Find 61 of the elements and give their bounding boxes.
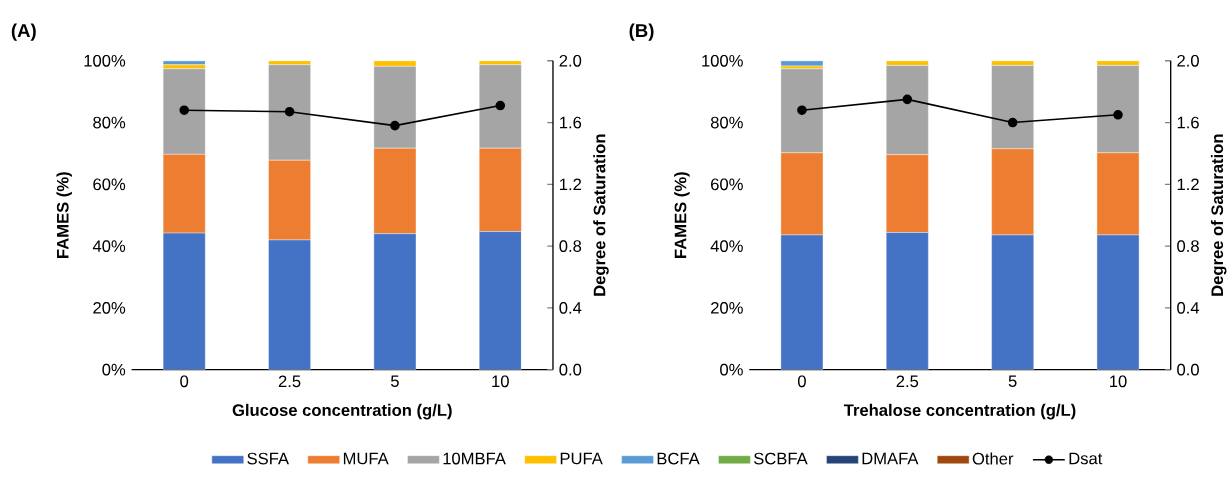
y-tick-label: 0% — [720, 363, 743, 376]
y-tick-label: 20% — [711, 301, 743, 314]
x-axis-title: Glucose concentration (g/L) — [232, 403, 452, 420]
legend-label: BCFA — [657, 452, 700, 465]
y-tick-label: 100% — [84, 54, 126, 67]
bar — [268, 239, 311, 370]
point — [390, 120, 400, 131]
x-tick-label: 10 — [492, 375, 509, 388]
point — [902, 94, 913, 105]
x-tick-label: 10 — [1110, 375, 1127, 388]
x-tick-label: 2.5 — [896, 375, 919, 388]
y-tick-label: 100% — [702, 54, 743, 67]
x-tick-label: 5 — [1008, 375, 1017, 387]
y-tick-label: 20% — [93, 301, 126, 314]
x-tick-label: 0 — [797, 375, 806, 388]
y2-tick-label: 2.0 — [1177, 54, 1199, 67]
x-tick-label: 2.5 — [278, 375, 301, 388]
y2-tick-label: 0.4 — [559, 301, 582, 314]
y-axis-title: FAMES (%) — [674, 172, 690, 258]
y2-tick-label: 2.0 — [559, 54, 582, 67]
legend-label: 10MBFA — [443, 452, 506, 465]
point — [495, 100, 506, 111]
y2-axis-title: Degree of Saturation — [1210, 134, 1227, 296]
bar — [162, 232, 206, 370]
x-tick-label: 0 — [180, 375, 189, 388]
bar — [373, 233, 417, 370]
y-tick-label: 40% — [92, 240, 126, 252]
point — [797, 105, 807, 115]
y2-tick-label: 0.8 — [1177, 240, 1199, 252]
x-tick-label: 5 — [390, 375, 399, 387]
point — [284, 106, 295, 117]
point — [1007, 117, 1018, 128]
y-tick-label: 60% — [93, 178, 126, 191]
y-tick-label: 40% — [710, 240, 743, 252]
legend-label: MUFA — [343, 452, 389, 465]
y2-tick-label: 1.2 — [560, 178, 582, 191]
chart-title: (A) — [11, 23, 36, 41]
legend-label: DMAFA — [862, 452, 919, 465]
y2-tick-label: 1.6 — [1177, 116, 1199, 129]
legend-label: Other — [972, 452, 1014, 465]
point — [179, 105, 189, 115]
point — [1113, 109, 1123, 120]
y2-axis-title: Degree of Saturation — [593, 134, 609, 296]
x-axis-title: Trehalose concentration (g/L) — [843, 403, 1076, 420]
y-tick-label: 80% — [710, 116, 743, 129]
y2-tick-label: 0.0 — [559, 363, 582, 376]
y-axis-title: FAMES (%) — [56, 172, 72, 258]
y2-tick-label: 1.6 — [560, 116, 582, 129]
y-tick-label: 0% — [102, 363, 126, 376]
y-tick-label: 80% — [93, 116, 126, 129]
y-tick-label: 60% — [711, 178, 743, 191]
legend-label: PUFA — [560, 452, 603, 465]
y2-tick-label: 1.2 — [1177, 178, 1199, 191]
legend-label: Dsat — [1069, 452, 1103, 465]
chart-title: (B) — [629, 23, 654, 41]
legend-label: SCBFA — [754, 452, 808, 465]
y2-tick-label: 0.8 — [559, 240, 582, 252]
y2-tick-label: 0.4 — [1177, 301, 1200, 314]
y2-tick-label: 0.0 — [1177, 363, 1199, 376]
bar — [479, 231, 522, 370]
legend-label: SSFA — [247, 452, 289, 465]
